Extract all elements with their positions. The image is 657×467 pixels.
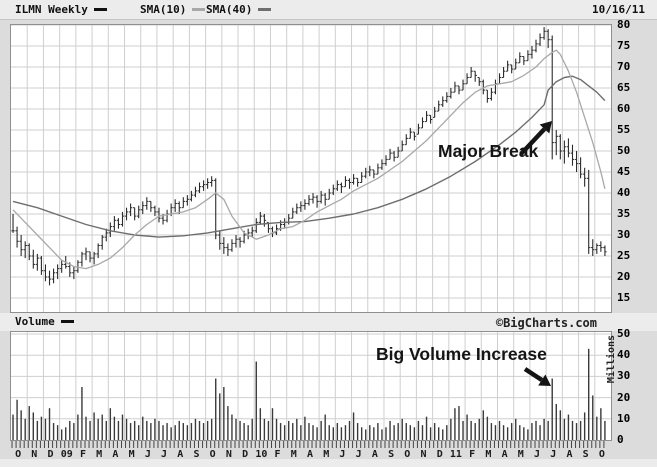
price-series-swatch: [93, 7, 107, 11]
volume-chart-canvas: [11, 332, 611, 440]
x-month-label: M: [485, 449, 492, 460]
price-tick-label: 50: [617, 144, 631, 157]
x-month-label: A: [177, 449, 184, 460]
x-month-label: S: [193, 449, 200, 460]
sma40-swatch: [258, 7, 272, 11]
price-chart-canvas: [11, 25, 611, 312]
x-month-label: O: [598, 449, 605, 460]
volume-chart-panel: [10, 331, 612, 441]
x-month-label: A: [371, 449, 378, 460]
x-month-label: M: [290, 449, 297, 460]
volume-tick-label: 20: [617, 390, 631, 404]
volume-header-bar: Volume: [0, 313, 657, 331]
sma10-legend-label: SMA(10): [140, 3, 187, 16]
x-month-label: S: [582, 449, 589, 460]
x-month-label: O: [15, 449, 22, 460]
x-month-label: J: [534, 449, 541, 460]
price-tick-label: 45: [617, 165, 631, 178]
x-month-label: 11: [449, 449, 462, 460]
sma40-legend: SMA(40): [206, 3, 272, 16]
price-tick-label: 70: [617, 60, 631, 73]
x-month-label: J: [550, 449, 557, 460]
x-month-label: O: [404, 449, 411, 460]
x-month-label: J: [144, 449, 151, 460]
price-tick-label: 25: [617, 249, 631, 262]
price-tick-label: 40: [617, 186, 631, 199]
x-month-label: F: [469, 449, 476, 460]
big-volume-annotation: Big Volume Increase: [376, 344, 547, 364]
x-month-label: S: [388, 449, 395, 460]
x-month-label: D: [47, 449, 54, 460]
x-month-label: M: [128, 449, 135, 460]
x-month-label: A: [306, 449, 314, 460]
price-tick-label: 30: [617, 228, 631, 241]
price-tick-label: 75: [617, 39, 631, 52]
volume-legend-label: Volume: [15, 315, 55, 328]
price-tick-label: 20: [617, 270, 631, 283]
x-month-label: N: [420, 449, 427, 460]
volume-legend: Volume: [15, 315, 74, 328]
sma10-legend: SMA(10): [140, 3, 206, 16]
bigcharts-copyright: ©BigCharts.com: [495, 316, 597, 330]
x-axis-tick-comb: [11, 441, 605, 448]
x-month-label: J: [355, 449, 362, 460]
x-month-label: N: [31, 449, 38, 460]
price-tick-label: 65: [617, 81, 631, 94]
chart-header-bar: ILMN Weekly SMA(10) SMA(40) 10/16/11: [0, 0, 657, 20]
x-month-label: D: [436, 449, 443, 460]
volume-tick-label: 0: [617, 433, 624, 446]
volume-series-swatch: [60, 319, 74, 323]
price-tick-label: 55: [617, 123, 631, 136]
x-month-label: F: [79, 449, 86, 460]
x-month-label: J: [339, 449, 346, 460]
x-month-label: A: [501, 449, 508, 460]
as-of-date: 10/16/11: [592, 3, 645, 16]
volume-tick-label: 40: [617, 348, 631, 362]
price-tick-label: 15: [617, 291, 631, 304]
volume-tick-label: 30: [617, 369, 631, 383]
x-month-label: A: [566, 449, 573, 460]
symbol-legend: ILMN Weekly: [15, 3, 107, 16]
x-month-label: A: [112, 449, 119, 460]
x-axis: [10, 441, 612, 461]
x-month-label: M: [323, 449, 330, 460]
price-chart-panel: [10, 24, 612, 313]
volume-unit-label: Millions: [606, 334, 617, 384]
x-month-label: N: [225, 449, 232, 460]
sma10-swatch: [192, 7, 206, 11]
price-tick-label: 80: [617, 18, 631, 31]
price-tick-label: 35: [617, 207, 631, 220]
major-break-annotation: Major Break: [438, 141, 539, 161]
x-month-label: J: [161, 449, 168, 460]
x-month-label: F: [274, 449, 281, 460]
sma40-legend-label: SMA(40): [206, 3, 253, 16]
symbol-legend-label: ILMN Weekly: [15, 3, 88, 16]
x-month-label: 09: [60, 449, 73, 460]
x-month-label: O: [209, 449, 216, 460]
x-month-label: D: [242, 449, 249, 460]
bottom-margin: [0, 459, 657, 467]
x-month-label: 10: [255, 449, 268, 460]
volume-tick-label: 10: [617, 411, 631, 425]
price-tick-label: 60: [617, 102, 631, 115]
x-month-label: M: [96, 449, 103, 460]
volume-tick-label: 50: [617, 327, 631, 340]
x-month-label: M: [517, 449, 524, 460]
